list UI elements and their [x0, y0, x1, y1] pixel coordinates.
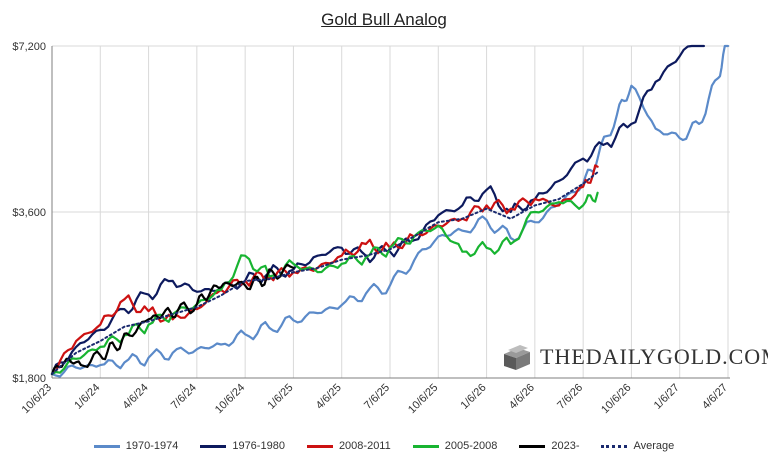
x-tick-label: 1/6/24	[72, 382, 102, 412]
legend-swatch	[306, 444, 333, 448]
watermark-text: THEDAILYGOLD.COM	[540, 344, 768, 369]
x-tick-label: 10/6/23	[20, 382, 54, 416]
x-tick-label: 1/6/25	[265, 382, 295, 412]
legend-item: 1976-1980	[200, 437, 285, 455]
x-tick-label: 1/6/27	[652, 382, 682, 412]
legend-label: 2023-	[551, 440, 580, 452]
x-tick-label: 10/6/25	[406, 382, 440, 416]
watermark: THEDAILYGOLD.COM	[500, 342, 768, 372]
legend-item: 2023-	[519, 437, 579, 455]
y-tick-label: $3,600	[12, 207, 46, 219]
x-tick-label: 7/6/26	[555, 382, 585, 412]
legend-label: 2005-2008	[444, 440, 498, 452]
legend-item: 1970-1974	[93, 437, 179, 455]
x-tick-label: 4/6/24	[121, 382, 151, 412]
x-tick-label: 4/6/25	[314, 382, 344, 412]
y-tick-label: $1,800	[12, 373, 46, 385]
legend-label: 1970-1974	[125, 440, 179, 452]
legend-item: 2008-2011	[306, 437, 391, 455]
chart-title: Gold Bull Analog	[321, 10, 447, 29]
x-tick-label: 10/6/26	[599, 382, 633, 416]
legend-swatch	[519, 444, 546, 448]
x-tick-label: 4/6/26	[507, 382, 537, 412]
legend-swatch	[412, 444, 439, 448]
series-line-2023-	[50, 263, 295, 376]
x-tick-label: 1/6/26	[459, 382, 489, 412]
x-tick-label: 7/6/25	[362, 382, 392, 412]
legend-label: 1976-1980	[232, 440, 285, 452]
legend: 1970-1974 1976-1980 2008-2011 2005-2008 2023…	[0, 437, 768, 455]
y-tick-label: $7,200	[12, 41, 46, 53]
legend-label: 2008-2011	[338, 440, 391, 452]
series-line-2008-2011	[50, 164, 599, 376]
legend-swatch	[93, 444, 120, 448]
legend-label: Average	[633, 440, 675, 452]
series-line-Average	[51, 171, 599, 375]
x-tick-label: 7/6/24	[169, 382, 199, 412]
legend-item: 2005-2008	[412, 437, 498, 455]
series-line-2005-2008	[50, 191, 599, 376]
x-tick-label: 10/6/24	[213, 382, 247, 416]
x-tick-label: 4/6/27	[700, 382, 730, 412]
legend-swatch	[200, 444, 227, 448]
legend-item: Average	[601, 437, 674, 455]
gold-bars-icon	[504, 345, 530, 370]
series-line-1970-1974	[50, 44, 730, 378]
legend-swatch	[601, 444, 628, 448]
